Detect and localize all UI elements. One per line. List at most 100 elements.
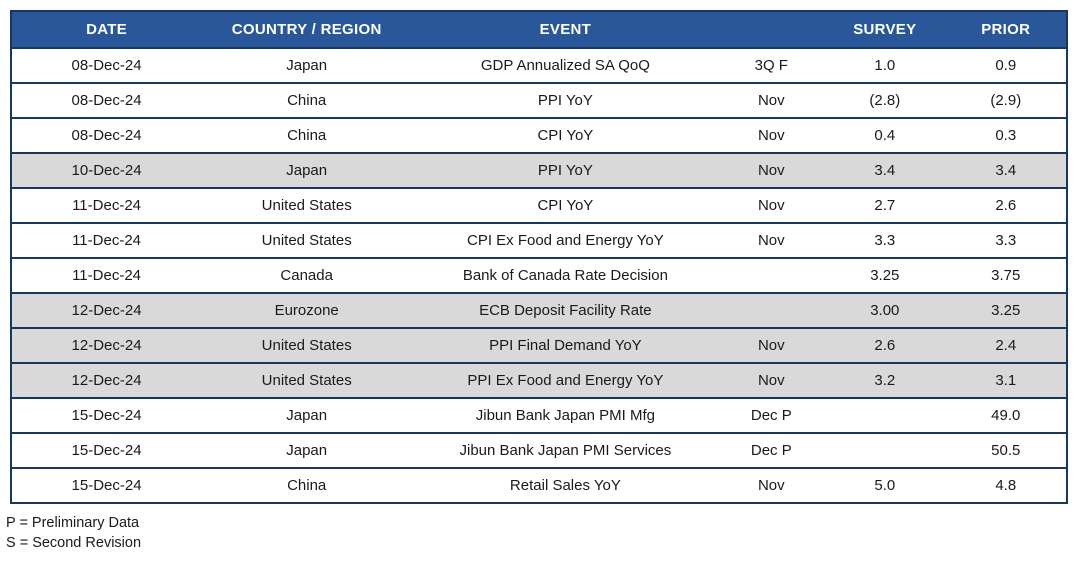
cell-country: China <box>201 82 413 119</box>
table-row: 08-Dec-24 China CPI YoY Nov 0.4 0.3 <box>11 117 1067 154</box>
cell-event: Bank of Canada Rate Decision <box>412 257 719 294</box>
cell-event: PPI YoY <box>412 82 719 119</box>
footnote-revision: S = Second Revision <box>6 535 142 551</box>
cell-survey: 3.00 <box>824 292 946 329</box>
cell-date: 15-Dec-24 <box>11 397 202 434</box>
cell-event: CPI YoY <box>412 117 719 154</box>
cell-country: Japan <box>201 397 413 434</box>
cell-date: 11-Dec-24 <box>11 257 202 294</box>
cell-prior: 3.75 <box>945 257 1067 294</box>
table-row: 15-Dec-24 China Retail Sales YoY Nov 5.0… <box>11 467 1067 504</box>
cell-date: 15-Dec-24 <box>11 467 202 504</box>
cell-date: 12-Dec-24 <box>11 327 202 364</box>
cell-date: 15-Dec-24 <box>11 432 202 469</box>
cell-prior: 0.9 <box>945 47 1067 84</box>
cell-prior: 2.4 <box>945 327 1067 364</box>
footnote-preliminary: P = Preliminary Data <box>6 515 140 531</box>
cell-survey: 2.6 <box>824 327 946 364</box>
cell-period: Dec P <box>718 397 825 434</box>
cell-survey: 5.0 <box>824 467 946 504</box>
footnotes: P = Preliminary Data S = Second Revision <box>6 513 141 553</box>
cell-prior: 3.25 <box>945 292 1067 329</box>
cell-country: United States <box>201 327 413 364</box>
cell-prior: 0.3 <box>945 117 1067 154</box>
table-row: 15-Dec-24 Japan Jibun Bank Japan PMI Mfg… <box>11 397 1067 434</box>
cell-prior: 49.0 <box>945 397 1067 434</box>
cell-survey: 3.4 <box>824 152 946 189</box>
table-row: 08-Dec-24 Japan GDP Annualized SA QoQ 3Q… <box>11 47 1067 84</box>
table-row: 12-Dec-24 United States PPI Ex Food and … <box>11 362 1067 399</box>
cell-period: Nov <box>718 327 825 364</box>
cell-date: 08-Dec-24 <box>11 47 202 84</box>
cell-period: Nov <box>718 82 825 119</box>
cell-country: Japan <box>201 432 413 469</box>
cell-prior: 2.6 <box>945 187 1067 224</box>
cell-country: China <box>201 467 413 504</box>
header-row: DATE COUNTRY / REGION EVENT SURVEY PRIOR <box>11 10 1067 49</box>
cell-survey: 1.0 <box>824 47 946 84</box>
cell-period: Nov <box>718 467 825 504</box>
cell-period: Dec P <box>718 432 825 469</box>
cell-country: Japan <box>201 47 413 84</box>
cell-event: Retail Sales YoY <box>412 467 719 504</box>
cell-survey: 2.7 <box>824 187 946 224</box>
cell-event: PPI YoY <box>412 152 719 189</box>
cell-survey: 0.4 <box>824 117 946 154</box>
cell-survey <box>824 397 946 434</box>
table-row: 11-Dec-24 United States CPI Ex Food and … <box>11 222 1067 259</box>
cell-prior: 3.3 <box>945 222 1067 259</box>
cell-country: China <box>201 117 413 154</box>
cell-period: Nov <box>718 222 825 259</box>
cell-event: CPI YoY <box>412 187 719 224</box>
cell-prior: 4.8 <box>945 467 1067 504</box>
table-row: 10-Dec-24 Japan PPI YoY Nov 3.4 3.4 <box>11 152 1067 189</box>
col-header-survey: SURVEY <box>824 10 946 49</box>
cell-prior: (2.9) <box>945 82 1067 119</box>
table-row: 11-Dec-24 United States CPI YoY Nov 2.7 … <box>11 187 1067 224</box>
cell-country: United States <box>201 222 413 259</box>
cell-period <box>718 257 825 294</box>
table-row: 12-Dec-24 Eurozone ECB Deposit Facility … <box>11 292 1067 329</box>
cell-survey: 3.2 <box>824 362 946 399</box>
cell-date: 10-Dec-24 <box>11 152 202 189</box>
table-row: 11-Dec-24 Canada Bank of Canada Rate Dec… <box>11 257 1067 294</box>
cell-survey: (2.8) <box>824 82 946 119</box>
cell-period <box>718 292 825 329</box>
cell-survey: 3.3 <box>824 222 946 259</box>
cell-country: Eurozone <box>201 292 413 329</box>
cell-date: 08-Dec-24 <box>11 82 202 119</box>
cell-period: Nov <box>718 117 825 154</box>
cell-event: ECB Deposit Facility Rate <box>412 292 719 329</box>
table-row: 15-Dec-24 Japan Jibun Bank Japan PMI Ser… <box>11 432 1067 469</box>
cell-event: Jibun Bank Japan PMI Services <box>412 432 719 469</box>
col-header-period <box>718 10 825 49</box>
cell-event: Jibun Bank Japan PMI Mfg <box>412 397 719 434</box>
col-header-event: EVENT <box>412 10 719 49</box>
cell-country: Japan <box>201 152 413 189</box>
cell-period: 3Q F <box>718 47 825 84</box>
table-row: 08-Dec-24 China PPI YoY Nov (2.8) (2.9) <box>11 82 1067 119</box>
cell-period: Nov <box>718 187 825 224</box>
cell-event: PPI Final Demand YoY <box>412 327 719 364</box>
cell-date: 11-Dec-24 <box>11 222 202 259</box>
cell-event: PPI Ex Food and Energy YoY <box>412 362 719 399</box>
cell-survey <box>824 432 946 469</box>
economic-calendar-table: DATE COUNTRY / REGION EVENT SURVEY PRIOR… <box>10 10 1068 504</box>
cell-country: United States <box>201 187 413 224</box>
col-header-date: DATE <box>11 10 202 49</box>
cell-period: Nov <box>718 152 825 189</box>
col-header-prior: PRIOR <box>945 10 1067 49</box>
cell-date: 11-Dec-24 <box>11 187 202 224</box>
cell-date: 08-Dec-24 <box>11 117 202 154</box>
table-row: 12-Dec-24 United States PPI Final Demand… <box>11 327 1067 364</box>
col-header-country: COUNTRY / REGION <box>201 10 413 49</box>
cell-country: United States <box>201 362 413 399</box>
cell-period: Nov <box>718 362 825 399</box>
cell-event: GDP Annualized SA QoQ <box>412 47 719 84</box>
cell-prior: 3.4 <box>945 152 1067 189</box>
cell-prior: 50.5 <box>945 432 1067 469</box>
cell-event: CPI Ex Food and Energy YoY <box>412 222 719 259</box>
cell-date: 12-Dec-24 <box>11 362 202 399</box>
cell-date: 12-Dec-24 <box>11 292 202 329</box>
